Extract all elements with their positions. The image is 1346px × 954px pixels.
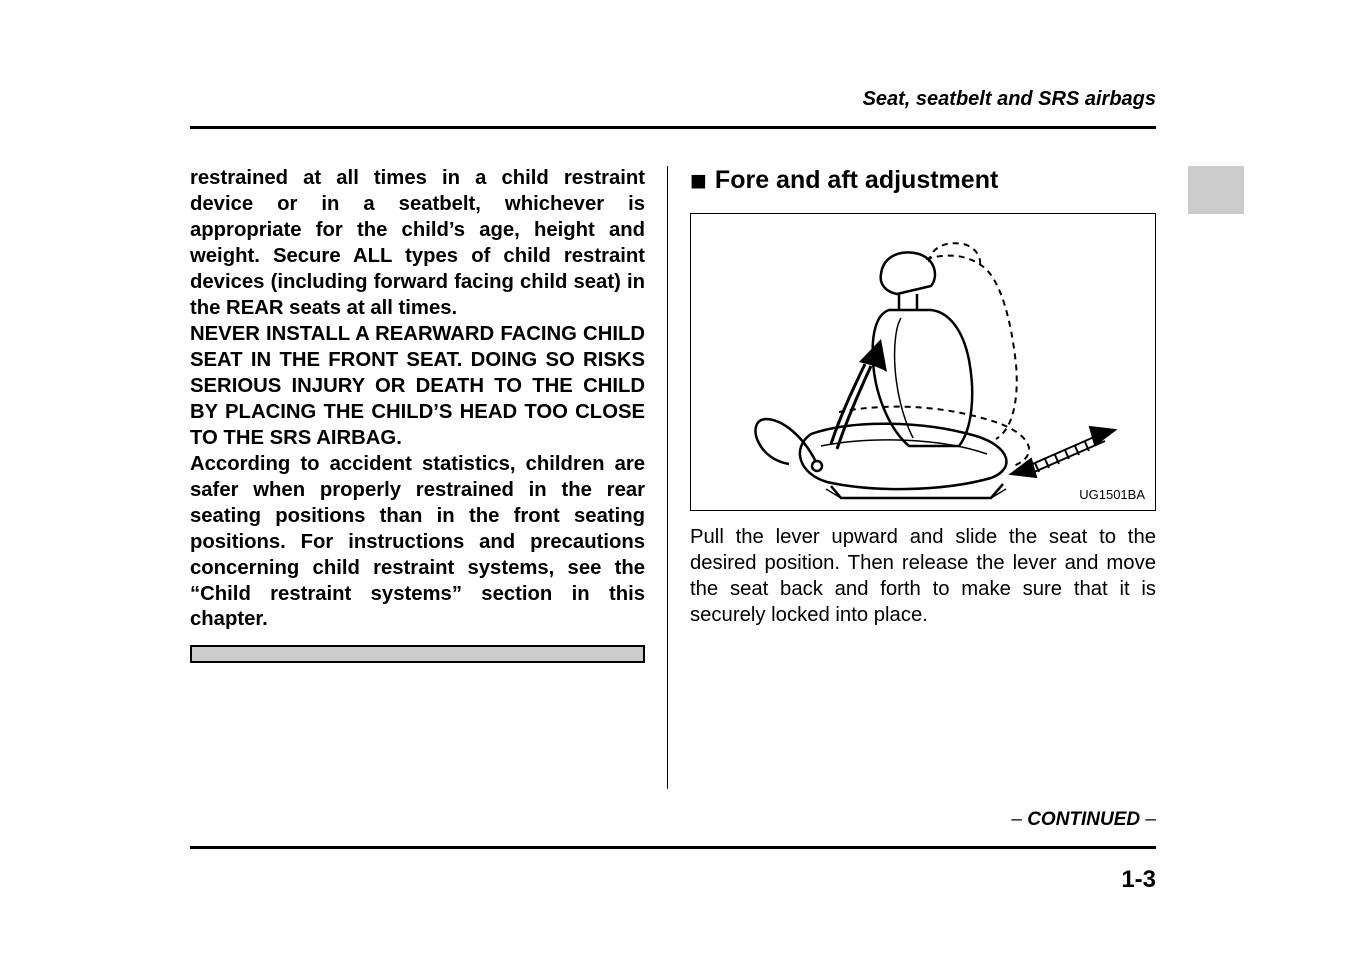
left-column: restrained at all times in a child restr… [190, 166, 667, 789]
warning-paragraph-1: restrained at all times in a child restr… [190, 166, 645, 322]
two-column-layout: restrained at all times in a child restr… [190, 166, 1156, 789]
continued-indicator: – CONTINUED – [1011, 809, 1156, 831]
seat-adjustment-figure: UG1501BA [690, 213, 1156, 511]
seat-illustration [691, 214, 1155, 510]
section-thumb-tab [1188, 166, 1244, 214]
square-bullet-icon: ■ [690, 167, 707, 195]
running-head: Seat, seatbelt and SRS airbags [863, 88, 1156, 111]
body-paragraph: Pull the lever upward and slide the seat… [690, 525, 1156, 629]
warning-paragraph-2: NEVER INSTALL A REARWARD FACING CHILD SE… [190, 322, 645, 452]
bottom-rule [190, 846, 1156, 849]
page-number: 1-3 [1121, 866, 1156, 894]
warning-box-bottom-bar [190, 645, 645, 663]
section-heading-text: Fore and aft adjustment [715, 166, 998, 195]
section-heading: ■ Fore and aft adjustment [690, 166, 1156, 195]
warning-continuation: restrained at all times in a child restr… [190, 166, 645, 633]
figure-code-label: UG1501BA [1079, 487, 1145, 502]
continued-text: CONTINUED [1027, 809, 1140, 830]
page: Seat, seatbelt and SRS airbags restraine… [0, 0, 1346, 954]
right-column: ■ Fore and aft adjustment [668, 166, 1156, 789]
top-rule [190, 126, 1156, 129]
warning-paragraph-3: According to accident statistics, childr… [190, 452, 645, 634]
